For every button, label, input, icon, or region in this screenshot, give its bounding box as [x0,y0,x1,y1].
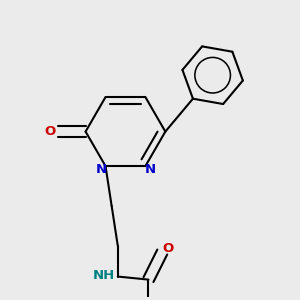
Text: N: N [144,163,156,176]
Text: O: O [45,125,56,138]
Text: O: O [163,242,174,255]
Text: NH: NH [93,268,115,281]
Text: N: N [95,163,106,176]
